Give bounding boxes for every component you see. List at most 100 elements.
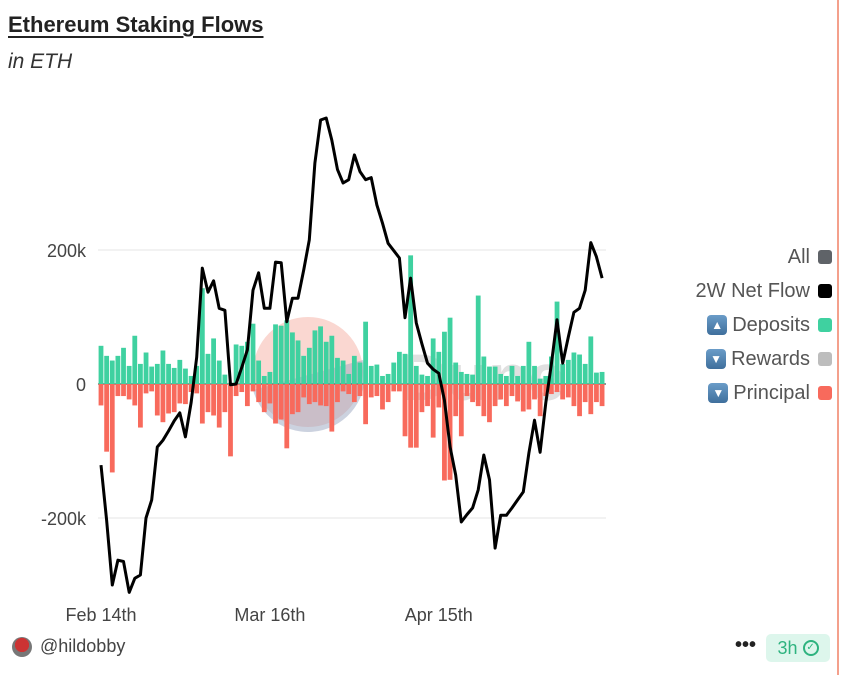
deposits-bar xyxy=(481,356,487,384)
legend-swatch-principal xyxy=(818,386,832,400)
deposits-bar xyxy=(183,368,188,384)
deposits-bar xyxy=(363,321,369,384)
deposits-bar xyxy=(154,363,160,384)
deposits-bar xyxy=(385,373,391,384)
deposits-bar xyxy=(492,366,498,384)
principal-bar xyxy=(329,384,335,432)
deposits-bar xyxy=(199,288,205,384)
principal-bar xyxy=(211,384,216,416)
legend-swatch-net-flow xyxy=(818,284,832,298)
principal-bar xyxy=(391,384,397,392)
principal-bar xyxy=(498,384,504,400)
more-options-button[interactable]: ••• xyxy=(735,634,757,656)
principal-bar xyxy=(425,384,430,407)
principal-bar xyxy=(318,384,323,406)
deposits-bar xyxy=(290,332,295,384)
principal-bar xyxy=(543,384,549,397)
deposits-bar xyxy=(98,345,104,384)
deposits-bar xyxy=(554,301,560,384)
legend-item-deposits[interactable]: ▲ Deposits xyxy=(696,308,832,342)
legend-label: 2W Net Flow xyxy=(695,279,810,302)
principal-bar xyxy=(166,384,171,414)
deposits-bar xyxy=(458,371,464,384)
chart-title: Ethereum Staking Flows xyxy=(8,12,264,37)
deposits-bar xyxy=(171,367,177,384)
principal-bar xyxy=(267,384,273,404)
deposits-bar xyxy=(323,341,329,384)
principal-bar xyxy=(594,384,599,403)
legend-item-all[interactable]: All xyxy=(696,240,832,274)
deposits-bar xyxy=(419,374,425,384)
principal-bar xyxy=(233,384,239,397)
legend-label: Deposits xyxy=(732,313,810,336)
deposits-bar xyxy=(340,360,346,384)
legend-item-principal[interactable]: ▼ Principal xyxy=(696,376,832,410)
deposits-bar xyxy=(436,351,442,384)
legend-item-net-flow[interactable]: 2W Net Flow xyxy=(696,274,832,308)
principal-bar xyxy=(306,384,312,405)
principal-bar xyxy=(256,384,262,403)
principal-bar xyxy=(549,384,554,395)
deposits-bar xyxy=(335,357,340,384)
principal-bar xyxy=(396,384,402,392)
principal-bar xyxy=(526,384,532,410)
deposits-bar xyxy=(391,362,397,384)
legend-swatch-all xyxy=(818,250,832,264)
deposits-bar xyxy=(464,373,470,384)
deposits-bar xyxy=(143,352,149,384)
principal-bar xyxy=(402,384,408,437)
legend-swatch-rewards xyxy=(818,352,832,366)
deposits-bar xyxy=(273,324,278,384)
principal-bar xyxy=(464,384,470,397)
author-name: @hildobby xyxy=(40,636,126,656)
time-badge: 3h ✓ xyxy=(766,634,830,662)
deposits-bar xyxy=(121,347,126,384)
principal-bar xyxy=(453,384,459,417)
y-tick-label: 0 xyxy=(76,375,86,395)
principal-bar xyxy=(346,384,352,395)
legend-item-rewards[interactable]: ▼ Rewards xyxy=(696,342,832,376)
deposits-bar xyxy=(216,360,222,384)
deposits-bar xyxy=(115,355,121,384)
principal-bar xyxy=(301,384,307,398)
principal-bar xyxy=(273,384,278,424)
principal-bar xyxy=(385,384,391,403)
x-tick-label: Mar 16th xyxy=(234,605,305,625)
deposits-bar xyxy=(413,365,419,384)
deposits-bar xyxy=(577,354,582,384)
principal-bar xyxy=(138,384,143,428)
legend-label: All xyxy=(787,245,810,268)
principal-bar xyxy=(312,384,318,403)
principal-bar xyxy=(368,384,374,398)
deposits-bar xyxy=(138,363,143,384)
deposits-bar xyxy=(571,352,577,384)
net-flow-line xyxy=(99,116,604,594)
deposits-bar xyxy=(205,353,211,384)
author-link[interactable]: @hildobby xyxy=(12,636,125,657)
principal-bar xyxy=(599,384,605,407)
card-border xyxy=(837,0,839,675)
principal-bar xyxy=(284,384,290,449)
deposits-bar xyxy=(588,336,594,384)
deposits-bar xyxy=(104,355,110,384)
principal-bar xyxy=(487,384,492,423)
deposits-bar xyxy=(301,355,307,384)
deposits-bar xyxy=(582,363,588,384)
principal-bar xyxy=(109,384,115,473)
deposits-bar xyxy=(250,323,256,384)
avatar xyxy=(12,636,32,657)
deposits-bar xyxy=(453,362,459,384)
deposits-bar xyxy=(503,375,509,384)
principal-bar xyxy=(177,384,183,404)
principal-bar xyxy=(335,384,340,403)
deposits-bar xyxy=(194,365,200,384)
principal-bar xyxy=(458,384,464,437)
principal-bar xyxy=(205,384,211,413)
deposits-bar xyxy=(351,355,357,384)
deposits-bar xyxy=(537,378,543,384)
principal-bar xyxy=(442,384,447,481)
principal-bar xyxy=(183,384,188,405)
deposits-bar xyxy=(470,374,475,384)
x-tick-label: Feb 14th xyxy=(65,605,136,625)
